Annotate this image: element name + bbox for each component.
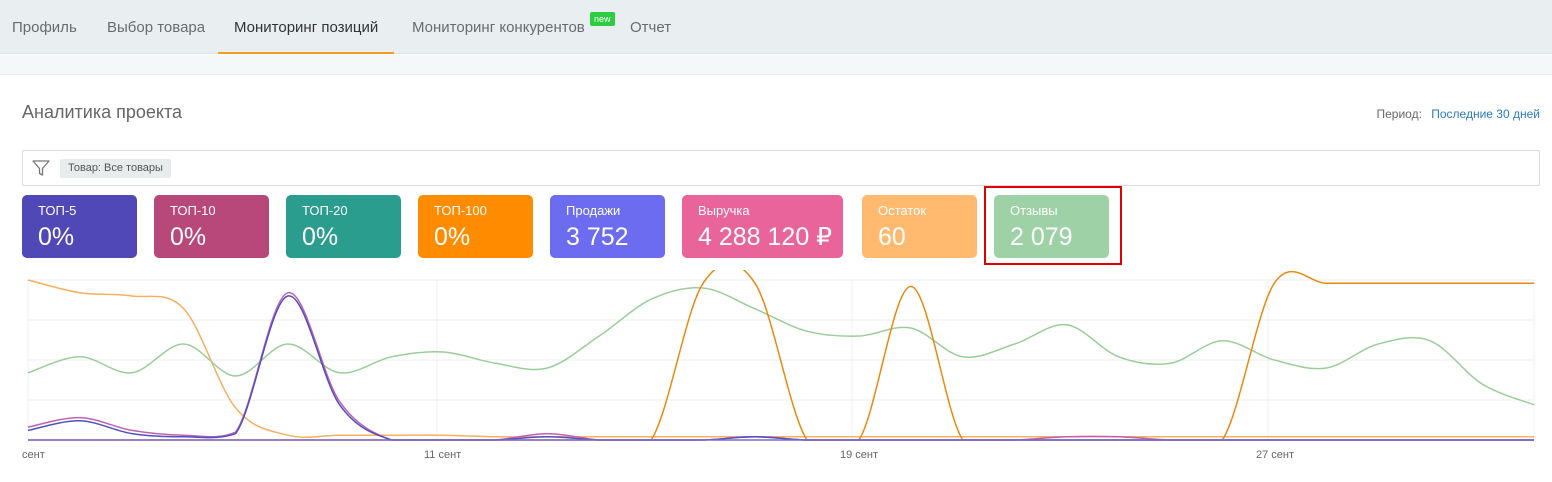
series-line-0 <box>27 279 1534 438</box>
metric-value: 0% <box>434 223 471 251</box>
series-line-1 <box>27 286 1535 406</box>
metric-label: ТОП-20 <box>302 203 348 218</box>
metric-value: 3 752 <box>566 223 629 251</box>
metric-card-sales[interactable]: Продажи 3 752 <box>550 195 665 258</box>
metric-label: Продажи <box>566 203 621 218</box>
series-line-3 <box>28 270 1534 441</box>
period-selector: Период: Последние 30 дней <box>1376 107 1540 121</box>
chart-series <box>27 270 1535 441</box>
metric-label: ТОП-5 <box>38 203 77 218</box>
x-tick-label: 27 сент <box>1256 449 1294 461</box>
metric-card-top5[interactable]: ТОП-5 0% <box>22 195 137 258</box>
tab-profile[interactable]: Профиль <box>12 19 77 36</box>
metric-card-revenue[interactable]: Выручка 4 288 120 ₽ <box>682 195 843 258</box>
tab-report[interactable]: Отчет <box>630 19 672 36</box>
x-tick-label: сент <box>22 449 45 461</box>
new-badge: new <box>590 12 615 26</box>
top-navigation: Профиль Выбор товара Мониторинг позиций … <box>0 0 1552 54</box>
metric-card-top10[interactable]: ТОП-10 0% <box>154 195 269 258</box>
metric-label: Отзывы <box>1010 203 1058 218</box>
tab-position-monitoring[interactable]: Мониторинг позиций <box>218 0 395 54</box>
metric-value: 0% <box>170 223 207 251</box>
filter-chip-product[interactable]: Товар: Все товары <box>60 159 171 178</box>
metric-value: 4 288 120 ₽ <box>698 223 833 251</box>
metric-label: ТОП-10 <box>170 203 216 218</box>
metric-value: 0% <box>302 223 339 251</box>
metric-label: Выручка <box>698 203 750 218</box>
metric-label: ТОП-100 <box>434 203 487 218</box>
metric-value: 60 <box>878 223 906 251</box>
period-link[interactable]: Последние 30 дней <box>1431 107 1540 121</box>
subheader-strip <box>0 55 1552 75</box>
x-tick-label: 11 сент <box>424 449 461 461</box>
metric-value: 0% <box>38 223 75 251</box>
highlight-box <box>984 186 1122 265</box>
filter-icon[interactable] <box>31 158 51 178</box>
metric-card-top20[interactable]: ТОП-20 0% <box>286 195 401 258</box>
filter-bar[interactable]: Товар: Все товары <box>22 150 1540 186</box>
metric-card-top100[interactable]: ТОП-100 0% <box>418 195 533 258</box>
metric-label: Остаток <box>878 203 927 218</box>
period-label: Период: <box>1376 107 1422 121</box>
metric-card-reviews[interactable]: Отзывы 2 079 <box>994 195 1109 258</box>
metric-value: 2 079 <box>1010 223 1073 251</box>
x-axis-ticks: сент 11 сент 19 сент 27 сент <box>22 449 1294 461</box>
tab-competitor-monitoring[interactable]: Мониторинг конкурентов <box>412 19 585 36</box>
tab-product-selection[interactable]: Выбор товара <box>107 19 206 36</box>
page-title: Аналитика проекта <box>22 102 183 122</box>
line-chart: сент 11 сент 19 сент 27 сент <box>22 270 1535 461</box>
metric-card-stock[interactable]: Остаток 60 <box>862 195 977 258</box>
x-tick-label: 19 сент <box>840 449 878 461</box>
